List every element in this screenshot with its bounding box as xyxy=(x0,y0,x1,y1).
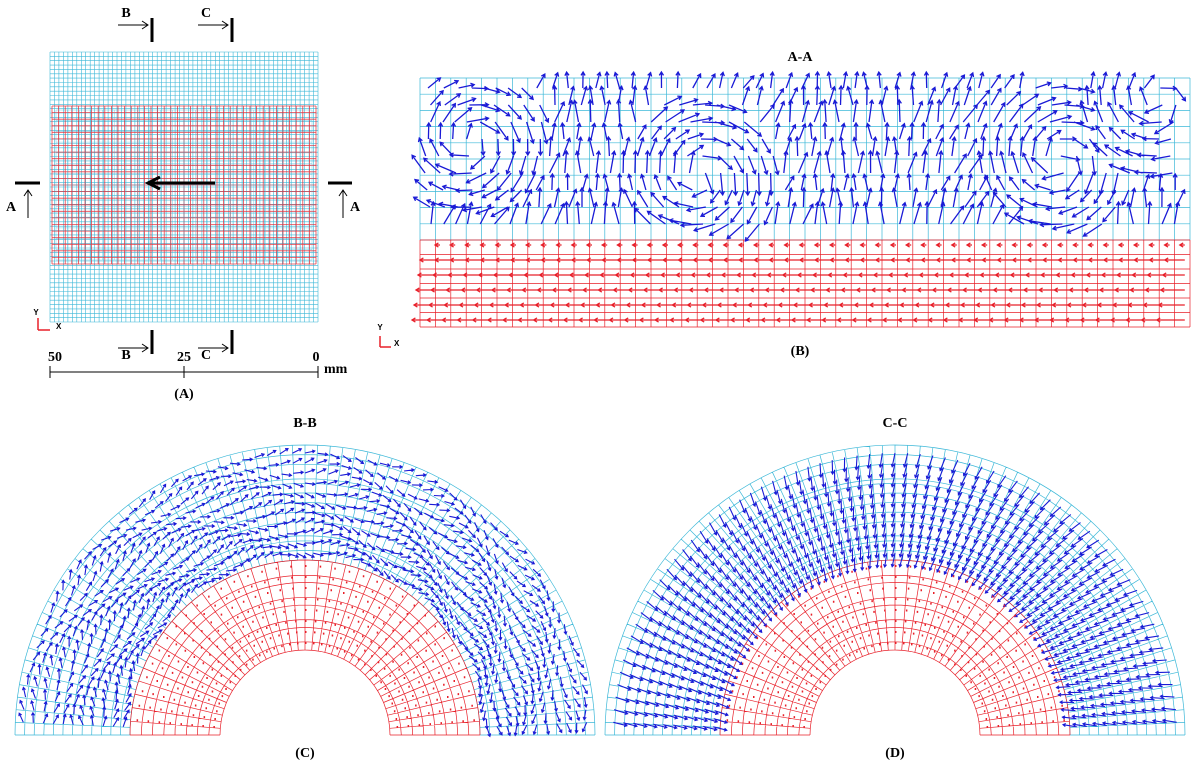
mesh-lower xyxy=(420,240,1190,327)
section-label: A xyxy=(6,200,17,215)
axis-triad xyxy=(380,336,391,347)
panel-title: A-A xyxy=(788,50,814,65)
axis-label: Y xyxy=(33,308,39,317)
scale-tick-label: 25 xyxy=(177,350,191,365)
panel-label: (A) xyxy=(174,387,194,402)
panel-label: (B) xyxy=(791,344,810,359)
section-label: B xyxy=(121,6,130,21)
figure: B C A A B C 50 25 0 mm (A) Y X A-A (B) Y… xyxy=(0,0,1196,765)
axis-triad xyxy=(38,318,50,330)
velocity-vectors-outer xyxy=(19,449,587,737)
scale-tick-label: 0 xyxy=(313,350,320,365)
panel-label: (C) xyxy=(295,746,315,761)
panel-title: B-B xyxy=(293,416,316,431)
axis-label: X xyxy=(394,339,400,348)
section-label: C xyxy=(201,6,211,21)
panel-label: (D) xyxy=(885,746,905,761)
section-label: B xyxy=(121,348,130,363)
section-label: C xyxy=(201,348,211,363)
axis-label: X xyxy=(56,322,62,331)
panel-title: C-C xyxy=(883,416,908,431)
axis-label: Y xyxy=(377,323,383,332)
scale-unit: mm xyxy=(324,362,348,377)
scale-tick-label: 50 xyxy=(48,350,62,365)
drawing-layer xyxy=(15,18,1190,736)
section-label: A xyxy=(350,200,361,215)
page: B C A A B C 50 25 0 mm (A) Y X A-A (B) Y… xyxy=(0,0,1196,765)
velocity-dots-inner xyxy=(727,566,1065,727)
scale-bar xyxy=(50,366,318,378)
annulus-mesh-inner xyxy=(720,560,1070,735)
